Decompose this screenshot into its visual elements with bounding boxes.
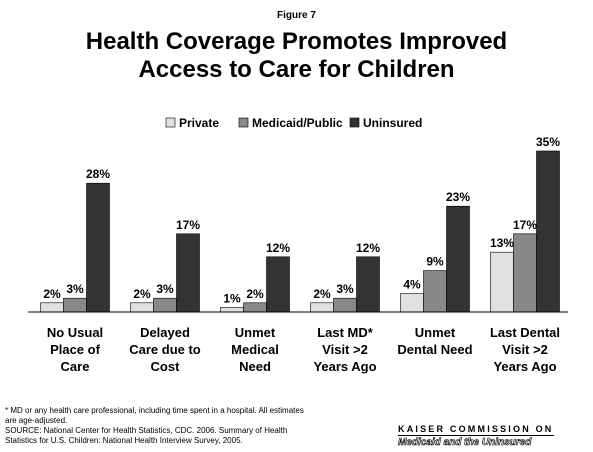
legend-swatch [238, 117, 249, 128]
category-label: Unmet [235, 325, 276, 340]
legend-swatch [165, 117, 176, 128]
bar [400, 293, 424, 313]
legend-label: Medicaid/Public [252, 116, 343, 130]
source-line: Statistics for U.S. Children: National H… [5, 436, 243, 445]
title-line: Health Coverage Promotes Improved [85, 28, 508, 55]
bar [446, 205, 470, 313]
category-label: No Usual [47, 325, 103, 340]
bar [63, 297, 87, 313]
title-line: Access to Care for Children [138, 56, 455, 83]
data-label: 17% [513, 218, 537, 232]
bar-chart: Private Medicaid/Public Uninsured 2% 3% 28% No… [28, 116, 568, 374]
data-label: 12% [266, 241, 290, 255]
data-label: 9% [426, 255, 444, 269]
logo-bottom-text: Medicaid and the Uninsured [398, 437, 532, 449]
data-label: 2% [246, 287, 264, 301]
data-label: 2% [43, 287, 61, 301]
data-label: 2% [133, 287, 151, 301]
category-label: Dental Need [397, 342, 472, 357]
bar [40, 302, 64, 313]
category-label: Unmet [415, 325, 456, 340]
figure-label: Figure 7 [277, 10, 316, 21]
data-label: 17% [176, 218, 200, 232]
category-label: Delayed [140, 325, 190, 340]
bar [153, 297, 177, 313]
kaiser-logo: KAISER COMMISSION ON Medicaid and the Un… [398, 419, 588, 449]
category-label: Last Dental [490, 325, 560, 340]
bar [356, 256, 380, 313]
data-label: 4% [403, 278, 421, 292]
bar [310, 302, 334, 313]
logo-top-text: KAISER COMMISSION ON [398, 424, 554, 436]
data-label: 3% [336, 282, 354, 296]
data-label: 12% [356, 241, 380, 255]
bar [423, 270, 447, 313]
data-label: 3% [66, 282, 84, 296]
category-label: Visit >2 [322, 342, 368, 357]
bar [536, 150, 560, 313]
data-label: 35% [536, 135, 560, 149]
data-label: 23% [446, 190, 470, 204]
category-label: Last MD* [317, 325, 374, 340]
data-label: 2% [313, 287, 331, 301]
legend-label: Uninsured [363, 116, 422, 130]
bar [243, 302, 267, 313]
category-label: Years Ago [313, 359, 376, 374]
bar [130, 302, 154, 313]
bar [176, 233, 200, 313]
category-label: Medical [231, 342, 279, 357]
bar [266, 256, 290, 313]
category-label: Visit >2 [502, 342, 548, 357]
footnote-line: are age-adjusted. [5, 416, 68, 425]
data-label: 3% [156, 282, 174, 296]
category-label: Cost [151, 359, 181, 374]
category-label: Care [61, 359, 90, 374]
category-label: Need [239, 359, 271, 374]
footnote-line: * MD or any health care professional, in… [5, 406, 304, 415]
legend-swatch [349, 117, 360, 128]
bar [490, 251, 514, 313]
source-line: SOURCE: National Center for Health Stati… [5, 426, 288, 435]
footnote: * MD or any health care professional, in… [5, 406, 385, 446]
bar [513, 233, 537, 313]
data-label: 13% [490, 236, 514, 250]
bar [86, 182, 110, 313]
page-title: Health Coverage Promotes Improved Access… [0, 28, 593, 84]
category-label: Place of [50, 342, 101, 357]
category-label: Years Ago [493, 359, 556, 374]
data-label: 1% [223, 291, 241, 305]
legend-label: Private [179, 116, 219, 130]
category-label: Care due to [129, 342, 201, 357]
bar [333, 297, 357, 313]
bar [220, 307, 244, 313]
data-label: 28% [86, 167, 110, 181]
